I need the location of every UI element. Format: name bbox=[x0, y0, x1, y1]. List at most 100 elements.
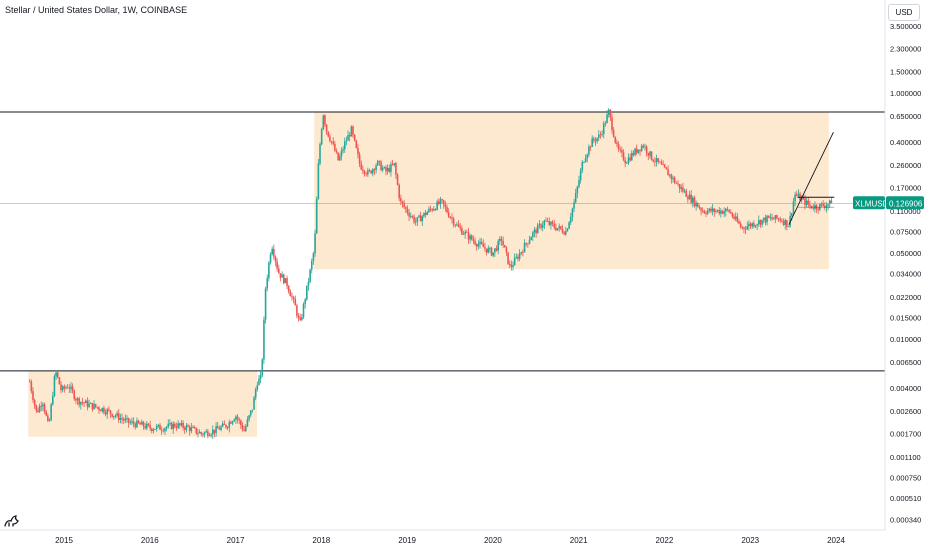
candle-down bbox=[677, 183, 679, 185]
candle-up bbox=[640, 145, 643, 151]
candle-up bbox=[546, 221, 549, 223]
candle-down bbox=[617, 144, 620, 150]
candle-down bbox=[139, 423, 142, 425]
range-zone-2 bbox=[314, 112, 829, 270]
candle-down bbox=[693, 197, 696, 207]
candle-up bbox=[692, 197, 694, 203]
candle-up bbox=[190, 427, 193, 432]
candle-up bbox=[322, 115, 325, 130]
candle-down bbox=[589, 146, 592, 148]
candle-down bbox=[274, 256, 277, 262]
trend-line[interactable] bbox=[788, 132, 834, 225]
candle-down bbox=[175, 426, 178, 428]
candle-down bbox=[396, 174, 399, 185]
symbol-badge bbox=[853, 196, 885, 210]
candle-up bbox=[794, 194, 796, 202]
candle-down bbox=[188, 426, 191, 432]
candle-up bbox=[568, 222, 570, 229]
tradingview-logo-icon[interactable] bbox=[3, 512, 21, 528]
candle-down bbox=[650, 151, 653, 160]
candle-down bbox=[404, 207, 407, 209]
candle-up bbox=[748, 223, 750, 227]
candle-down bbox=[667, 169, 669, 176]
candle-down bbox=[779, 218, 782, 221]
candle-up bbox=[157, 424, 160, 426]
price-tick-label: 0.000510 bbox=[890, 494, 921, 503]
candle-up bbox=[538, 224, 541, 226]
candle-down bbox=[560, 226, 562, 229]
candle-up bbox=[164, 428, 166, 432]
candle-up bbox=[126, 418, 128, 419]
time-tick-label: 2022 bbox=[656, 536, 674, 545]
candle-down bbox=[282, 274, 285, 284]
candle-down bbox=[411, 216, 414, 217]
candle-up bbox=[312, 253, 315, 262]
candle-up bbox=[146, 423, 148, 429]
candle-up bbox=[345, 140, 348, 142]
candle-down bbox=[434, 209, 437, 210]
candle-up bbox=[254, 389, 257, 398]
candle-down bbox=[553, 223, 556, 228]
candle-down bbox=[297, 315, 300, 318]
candle-up bbox=[601, 133, 603, 135]
candle-up bbox=[746, 226, 749, 230]
candle-down bbox=[398, 184, 400, 199]
candle-up bbox=[797, 193, 800, 196]
candle-up bbox=[533, 229, 536, 233]
candle-up bbox=[244, 426, 247, 431]
candle-down bbox=[777, 218, 780, 220]
candle-down bbox=[226, 427, 229, 429]
candle-up bbox=[93, 403, 95, 410]
candle-down bbox=[459, 226, 462, 229]
price-axis[interactable]: 3.500000 2.300000 1.500000 1.000000 0.650000… bbox=[890, 22, 921, 525]
candle-down bbox=[202, 433, 204, 435]
candle-down bbox=[675, 182, 678, 184]
candle-down bbox=[759, 220, 762, 225]
currency-selector[interactable]: USD bbox=[888, 4, 920, 21]
time-axis[interactable]: 2015 2016 2017 2018 2019 2020 2021 2022 2023 2024 bbox=[55, 536, 845, 545]
price-tick-label: 0.001100 bbox=[890, 453, 921, 462]
candle-up bbox=[53, 376, 56, 397]
candle-down bbox=[127, 418, 130, 423]
candle-down bbox=[772, 218, 775, 220]
candle-up bbox=[185, 425, 188, 430]
candle-down bbox=[337, 152, 339, 161]
candle-up bbox=[309, 269, 311, 282]
candle-down bbox=[705, 212, 707, 214]
candle-up bbox=[433, 209, 435, 211]
candle-up bbox=[584, 158, 587, 163]
candle-down bbox=[599, 134, 602, 136]
candle-down bbox=[348, 135, 351, 137]
candle-up bbox=[264, 288, 267, 320]
candle-up bbox=[787, 226, 790, 228]
candlesticks bbox=[28, 108, 833, 439]
candle-down bbox=[81, 401, 84, 403]
candle-down bbox=[535, 229, 537, 234]
candle-down bbox=[767, 215, 770, 218]
price-tick-label: 0.015000 bbox=[890, 313, 921, 322]
candle-down bbox=[170, 422, 173, 430]
candle-down bbox=[391, 164, 394, 166]
candle-down bbox=[207, 431, 209, 436]
candle-up bbox=[269, 254, 272, 263]
candle-up bbox=[314, 233, 316, 254]
candle-down bbox=[659, 161, 661, 163]
candle-down bbox=[731, 213, 734, 217]
candle-up bbox=[706, 210, 709, 214]
candle-down bbox=[91, 403, 94, 410]
candle-down bbox=[365, 173, 368, 175]
candle-up bbox=[304, 299, 306, 304]
candle-up bbox=[211, 429, 214, 435]
candle-down bbox=[37, 410, 39, 413]
candle-up bbox=[672, 177, 674, 179]
candle-down bbox=[104, 412, 107, 415]
user-drawings bbox=[788, 132, 835, 225]
candle-down bbox=[159, 424, 161, 430]
candle-down bbox=[429, 208, 432, 210]
time-tick-label: 2020 bbox=[484, 536, 502, 545]
candle-down bbox=[58, 377, 61, 385]
candle-up bbox=[820, 203, 823, 205]
candle-down bbox=[495, 248, 498, 251]
candle-up bbox=[167, 423, 170, 427]
